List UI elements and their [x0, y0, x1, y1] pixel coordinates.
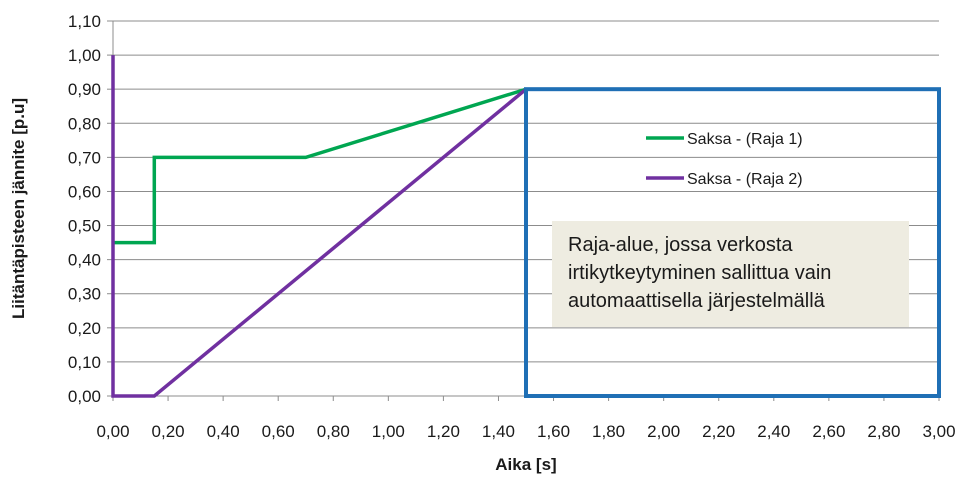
allowed-region: [524, 87, 941, 398]
x-tick-label: 2,40: [757, 422, 790, 441]
x-tick-label: 0,00: [96, 422, 129, 441]
x-tick-label: 0,60: [262, 422, 295, 441]
y-tick-label: 0,70: [68, 148, 101, 167]
x-tick-label: 1,20: [427, 422, 460, 441]
x-tick-label: 3,00: [922, 422, 955, 441]
y-tick-label: 0,20: [68, 319, 101, 338]
y-tick-label: 0,90: [68, 80, 101, 99]
legend-label: Saksa - (Raja 1): [687, 131, 803, 148]
x-axis-title: Aika [s]: [495, 455, 556, 474]
x-tick-label: 2,00: [647, 422, 680, 441]
y-tick-label: 1,10: [68, 12, 101, 31]
y-tick-label: 0,60: [68, 182, 101, 201]
legend: Saksa - (Raja 1) Saksa - (Raja 2): [646, 131, 803, 188]
annotation-line: Raja-alue, jossa verkosta: [568, 234, 793, 256]
x-tick-label: 1,80: [592, 422, 625, 441]
annotation-line: irtikytkeytyminen sallittua vain: [568, 262, 831, 284]
x-tick-label: 2,20: [702, 422, 735, 441]
legend-label: Saksa - (Raja 2): [687, 171, 803, 188]
y-tick-label: 0,30: [68, 285, 101, 304]
x-tick-label: 0,20: [152, 422, 185, 441]
annotation: Raja-alue, jossa verkosta irtikytkeytymin…: [552, 221, 909, 327]
x-tick-label: 1,00: [372, 422, 405, 441]
x-tick-label: 2,80: [867, 422, 900, 441]
y-axis-title: Liitäntäpisteen jännite [p.u]: [9, 98, 28, 319]
annotation-box: [552, 221, 909, 327]
x-tick-label: 0,80: [317, 422, 350, 441]
region-box: [524, 87, 941, 398]
y-tick-label: 0,10: [68, 353, 101, 372]
x-tick-labels: 0,00 0,20 0,40 0,60 0,80 1,00 1,20 1,40 1,60 1,80…: [96, 422, 955, 441]
y-tick-labels: 0,00 0,10 0,20 0,30 0,40 0,50 0,60 0,70 0,80 0,90…: [68, 12, 101, 406]
x-tick-label: 1,40: [482, 422, 515, 441]
x-tick-label: 1,60: [537, 422, 570, 441]
y-tick-label: 0,40: [68, 251, 101, 270]
x-tick-label: 2,60: [812, 422, 845, 441]
annotation-line: automaattisella järjestelmällä: [568, 290, 826, 312]
y-tick-label: 0,80: [68, 114, 101, 133]
y-tick-label: 0,00: [68, 387, 101, 406]
x-tick-label: 0,40: [207, 422, 240, 441]
grid: [107, 20, 939, 397]
y-tick-label: 0,50: [68, 217, 101, 236]
y-tick-label: 1,00: [68, 46, 101, 65]
